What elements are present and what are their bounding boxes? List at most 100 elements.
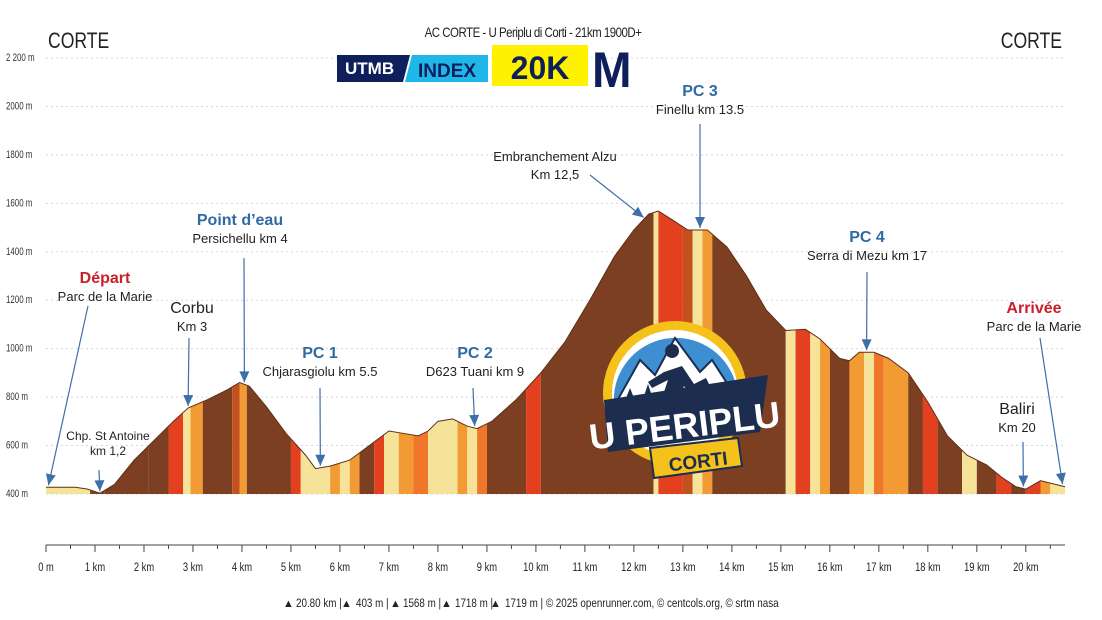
x-tick-label-13: 13 km (670, 561, 696, 574)
profile-segment-10 (246, 385, 291, 494)
waypoint-pointer-6 (589, 174, 645, 218)
profile-segment-19 (398, 432, 414, 494)
profile-segment-35 (795, 329, 811, 494)
profile-segment-5 (183, 406, 191, 494)
waypoint-arrowhead-0 (45, 473, 56, 486)
waypoint-subtitle-0: Parc de la Marie (58, 289, 153, 304)
profile-segment-38 (829, 348, 850, 494)
y-axis: 400 m 600 m 800 m 1000 m 1200 m 1400 m 1600 m 1… (6, 52, 35, 501)
y-tick-label-6: 1600 m (6, 197, 32, 210)
utmb-box (337, 55, 410, 82)
x-tick-label-9: 9 km (477, 561, 497, 574)
profile-segment-15 (349, 452, 360, 494)
waypoint-2: Corbu Km 3 (170, 300, 214, 407)
footer-part-min: 403 m | (356, 597, 389, 610)
waypoint-arrowhead-4 (315, 454, 326, 466)
profile-segment-40 (864, 352, 874, 494)
y-tick-label-0: 400 m (6, 488, 28, 501)
profile-segment-26 (526, 372, 541, 494)
waypoint-arrowhead-9 (1018, 475, 1029, 487)
descent-icon: ▲ (490, 598, 501, 610)
utmb-index-badge: UTMB INDEX 20K M (337, 43, 632, 98)
footer-stats: ▲ 20.80 km | ▲ 403 m | ▲ 1568 m | ▲ 1718… (283, 597, 779, 610)
profile-segment-46 (962, 450, 977, 494)
y-tick-label-4: 1200 m (6, 294, 32, 307)
waypoint-5: PC 2 D623 Tuani km 9 (426, 345, 524, 427)
profile-segment-48 (996, 473, 1012, 494)
waypoint-title-2: Corbu (170, 300, 214, 317)
waypoint-6: Embranchement Alzu Km 12,5 (493, 149, 645, 218)
profile-segment-43 (908, 372, 923, 494)
waypoint-subtitle-9: Km 20 (998, 420, 1036, 435)
waypoint-7: PC 3 Finellu km 13.5 (656, 83, 744, 228)
profile-segment-6 (190, 401, 203, 494)
index-box (405, 55, 488, 82)
x-tick-label-20: 20 km (1013, 561, 1039, 574)
profile-segment-51 (1040, 480, 1051, 494)
waypoint-subtitle-5: D623 Tuani km 9 (426, 364, 524, 379)
x-tick-label-18: 18 km (915, 561, 941, 574)
profile-segment-21 (428, 418, 458, 494)
profile-segment-47 (976, 460, 997, 494)
x-tick-label-17: 17 km (866, 561, 892, 574)
profile-segment-37 (820, 338, 830, 494)
y-tick-label-1: 600 m (6, 439, 28, 452)
x-tick-label-3: 3 km (183, 561, 203, 574)
waypoint-title-9: Baliri (999, 401, 1035, 418)
waypoint-4: PC 1 Chjarasgiolu km 5.5 (263, 345, 378, 466)
waypoint-pointer-2 (187, 337, 190, 407)
waypoint-subtitle-10: Parc de la Marie (987, 319, 1082, 334)
distance-text: 20K (511, 50, 570, 86)
min-alt-icon: ▲ (341, 598, 352, 610)
x-tick-label-16: 16 km (817, 561, 843, 574)
waypoint-pointer-10 (1039, 337, 1064, 485)
profile-segment-39 (849, 352, 865, 494)
ascent-icon: ▲ (441, 598, 452, 610)
waypoint-arrowhead-8 (861, 339, 872, 351)
x-tick-label-15: 15 km (768, 561, 794, 574)
waypoint-arrowhead-10 (1055, 472, 1066, 485)
waypoint-subtitle-7: Finellu km 13.5 (656, 102, 744, 117)
footer-part-ascent: 1718 m | (455, 597, 493, 610)
start-label: CORTE (48, 29, 109, 53)
x-tick-label-1: 1 km (85, 561, 105, 574)
y-tick-label-2: 800 m (6, 391, 28, 404)
x-tick-label-14: 14 km (719, 561, 745, 574)
footer-part-distance: 20.80 km | (296, 597, 342, 610)
profile-segment-4 (168, 412, 184, 494)
waypoint-annotations: Départ Parc de la Marie Chp. St Antoinekm … (45, 83, 1082, 492)
profile-segment-13 (330, 463, 340, 494)
logo-banner (604, 375, 768, 452)
waypoint-0: Départ Parc de la Marie (45, 270, 153, 486)
waypoint-arrowhead-2 (183, 394, 194, 407)
waypoint-arrowhead-6 (631, 206, 644, 218)
x-tick-label-7: 7 km (379, 561, 399, 574)
waypoint-subtitle-4: Chjarasgiolu km 5.5 (263, 364, 378, 379)
x-tick-label-4: 4 km (232, 561, 252, 574)
profile-segment-3 (148, 426, 169, 494)
profile-segment-36 (810, 332, 821, 494)
waypoint-10: Arrivée Parc de la Marie (987, 300, 1082, 485)
waypoint-pointer-0 (47, 305, 89, 486)
profile-segment-0 (46, 487, 91, 494)
profile-segment-14 (339, 460, 350, 494)
waypoint-title-0: Départ (80, 270, 131, 287)
profile-segment-34 (785, 329, 796, 494)
index-text: INDEX (418, 61, 476, 82)
x-tick-label-12: 12 km (621, 561, 647, 574)
footer-part-rest: 1719 m | © 2025 openrunner.com, © centco… (505, 597, 779, 610)
profile-segment-22 (457, 421, 468, 494)
footer-part-max: 1568 m | (403, 597, 441, 610)
x-tick-label-0: 0 m (38, 561, 54, 574)
profile-segment-42 (883, 356, 909, 494)
profile-segment-25 (486, 388, 527, 494)
profile-segment-41 (873, 352, 884, 494)
waypoint-arrowhead-1 (94, 480, 105, 492)
waypoint-9: Baliri Km 20 (998, 401, 1036, 487)
waypoint-8: PC 4 Serra di Mezu km 17 (807, 229, 927, 351)
waypoint-subtitle-6: Km 12,5 (531, 167, 579, 182)
profile-segment-24 (477, 423, 487, 494)
x-tick-label-10: 10 km (523, 561, 549, 574)
